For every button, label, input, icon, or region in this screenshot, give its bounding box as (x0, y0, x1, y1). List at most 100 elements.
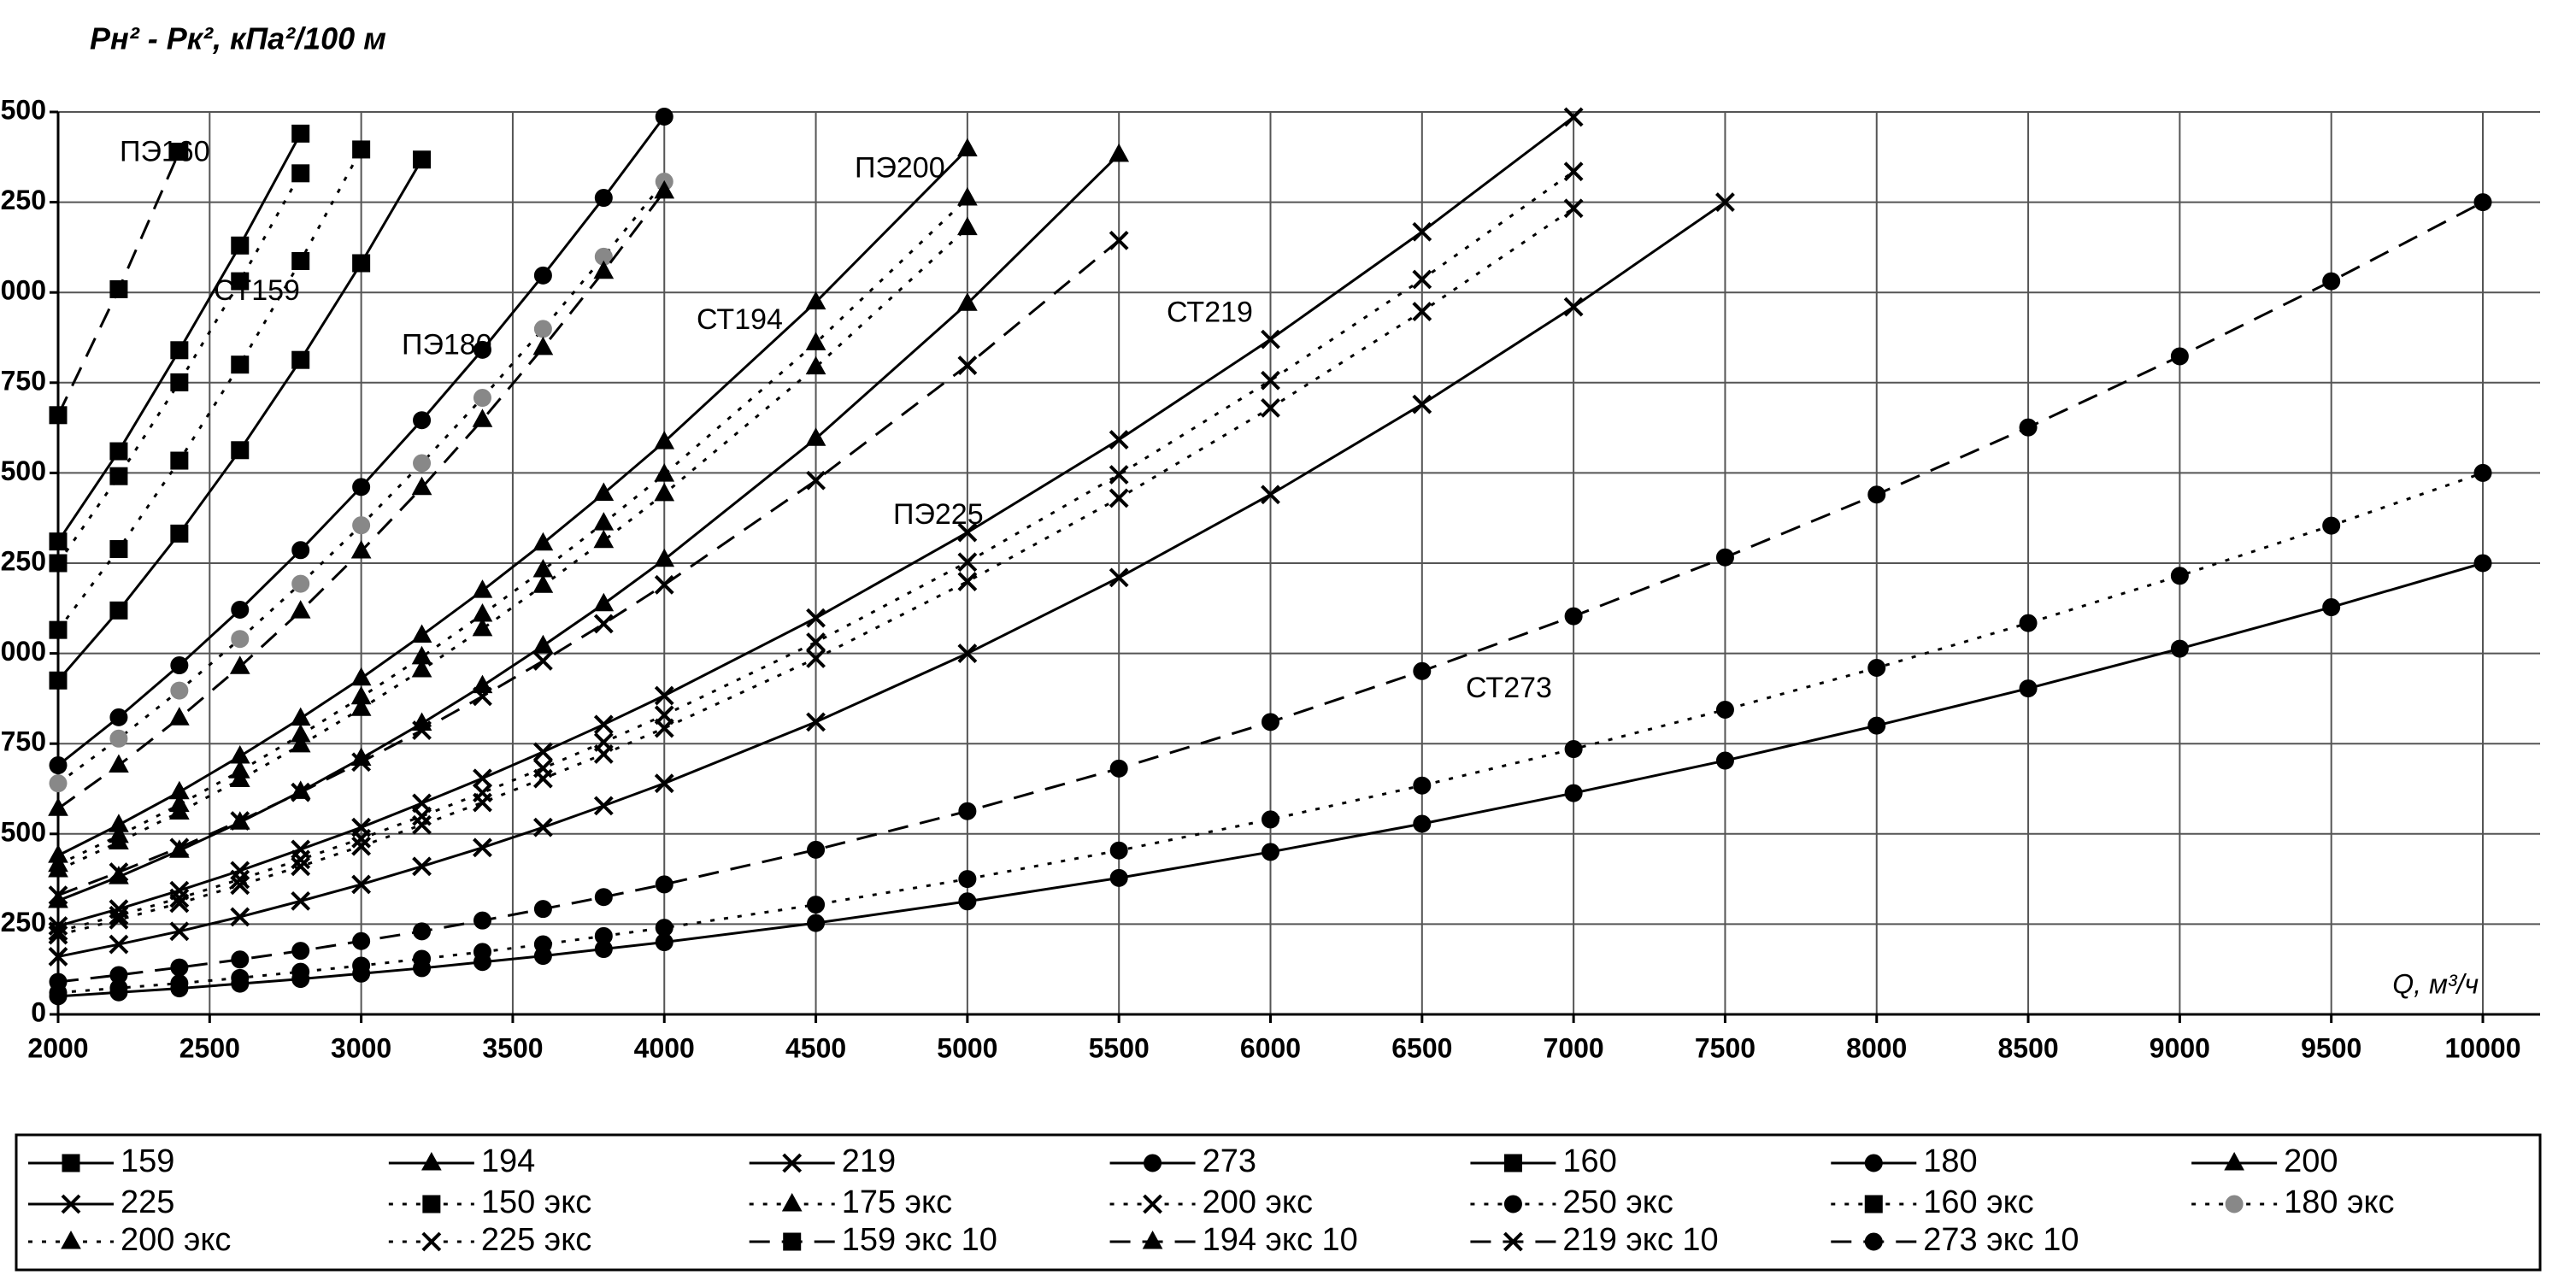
marker (1864, 1195, 1883, 1213)
marker (351, 828, 372, 849)
legend-label: 180 экс (2284, 1184, 2394, 1220)
x-tick-label: 2000 (27, 1032, 88, 1063)
marker (1413, 776, 1432, 795)
marker (49, 554, 68, 573)
marker (1413, 814, 1432, 833)
x-tick-label: 6000 (1240, 1032, 1301, 1063)
marker (291, 962, 310, 981)
y-axis-label: Pн² - Pк², кПа²/100 м (90, 21, 386, 56)
marker (422, 1195, 441, 1213)
legend-label: 200 экс (1203, 1184, 1313, 1220)
marker (413, 454, 432, 473)
marker (1109, 465, 1129, 485)
marker (1262, 843, 1279, 861)
marker (109, 729, 128, 748)
legend-item: 159 экс 10 (749, 1222, 997, 1258)
marker (594, 888, 613, 907)
legend-item: 219 (749, 1143, 896, 1179)
marker (1412, 394, 1432, 414)
marker (1109, 143, 1130, 162)
marker (109, 966, 128, 984)
marker (1503, 1231, 1523, 1252)
marker (1413, 661, 1432, 680)
marker (231, 272, 250, 291)
marker (170, 681, 189, 700)
marker (412, 814, 432, 835)
marker (291, 350, 310, 369)
marker (473, 911, 491, 930)
legend-label: 175 экс (842, 1184, 952, 1220)
marker (594, 189, 613, 208)
marker (109, 862, 129, 882)
marker (109, 934, 129, 955)
marker (781, 1192, 803, 1212)
legend-item: 180 экс (2191, 1184, 2395, 1220)
marker (350, 540, 372, 559)
marker (958, 802, 977, 820)
legend-label: 200 экс (121, 1222, 231, 1258)
marker (593, 614, 614, 634)
annotation: ПЭ160 (120, 136, 210, 168)
marker (48, 921, 68, 942)
marker (170, 958, 189, 977)
marker (654, 179, 675, 199)
legend-label: 219 (842, 1143, 896, 1179)
marker (413, 150, 432, 169)
marker (593, 512, 615, 531)
marker (2322, 598, 2341, 617)
marker (957, 522, 978, 543)
marker (170, 974, 189, 993)
marker (351, 836, 372, 856)
marker (352, 956, 371, 975)
marker (654, 548, 675, 567)
marker (472, 617, 493, 637)
marker (806, 608, 826, 628)
marker (291, 890, 311, 911)
series-line (57, 153, 1120, 902)
marker (1563, 107, 1584, 127)
marker (48, 947, 68, 967)
annotation: СТ159 (214, 274, 300, 307)
marker (654, 718, 674, 738)
x-tick-label: 2500 (179, 1032, 240, 1063)
marker (350, 667, 372, 686)
marker (805, 291, 826, 310)
marker (231, 630, 250, 649)
marker (170, 142, 189, 161)
marker (655, 875, 673, 894)
x-tick-label: 4000 (634, 1032, 695, 1063)
marker (957, 572, 978, 591)
series-line (57, 471, 2484, 995)
marker (169, 793, 190, 813)
y-tick-label: 500 (1, 816, 46, 847)
marker (291, 251, 310, 270)
legend-item: 175 экс (749, 1184, 952, 1220)
legend-label: 160 экс (1923, 1184, 2033, 1220)
legend-item: 225 экс (388, 1222, 591, 1258)
marker (49, 406, 68, 425)
x-tick-label: 5000 (937, 1032, 997, 1063)
marker (1563, 198, 1584, 219)
marker (958, 892, 977, 911)
marker (807, 896, 826, 914)
x-tick-label: 7000 (1544, 1032, 1604, 1063)
marker (533, 320, 552, 338)
annotation: ПЭ200 (855, 152, 945, 185)
marker (472, 674, 493, 694)
marker (1563, 297, 1584, 317)
legend-item: 194 (388, 1143, 535, 1179)
legend-label: 225 экс (481, 1222, 591, 1258)
marker (291, 574, 310, 593)
marker (1412, 221, 1432, 242)
legend-label: 150 экс (481, 1184, 591, 1220)
x-axis-label: Q, м³/ч (2392, 968, 2479, 999)
marker (957, 292, 978, 311)
marker (291, 782, 311, 802)
marker (109, 467, 128, 485)
marker (1261, 370, 1280, 391)
marker (533, 935, 552, 954)
legend-label: 219 экс 10 (1562, 1222, 1718, 1258)
marker (230, 811, 250, 831)
marker (291, 164, 310, 183)
